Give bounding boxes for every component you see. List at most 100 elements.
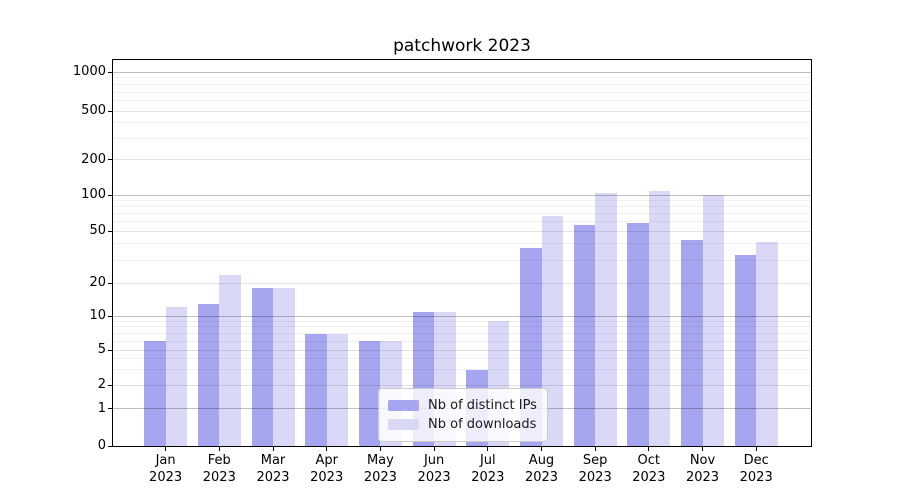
bar-downloads-jan bbox=[165, 307, 188, 446]
bar-distinct-ips-dec bbox=[734, 254, 757, 446]
gridline-50 bbox=[113, 230, 811, 232]
x-tick-label-aug: Aug 2023 bbox=[524, 453, 559, 485]
bar-distinct-ips-sep bbox=[573, 225, 596, 446]
bar-downloads-sep bbox=[595, 192, 617, 446]
legend-item-distinct-ips: Nb of distinct IPs bbox=[388, 396, 538, 415]
y-tick-2 bbox=[108, 384, 112, 386]
gridline-70 bbox=[113, 213, 811, 214]
x-tick-aug bbox=[541, 447, 542, 451]
chart-title: patchwork 2023 bbox=[393, 36, 531, 56]
x-tick-label-may: May 2023 bbox=[363, 453, 397, 485]
plot-area: Nb of distinct IPs Nb of downloads bbox=[112, 59, 812, 447]
y-tick-label-100: 100 bbox=[81, 187, 106, 202]
gridline-600 bbox=[113, 100, 811, 102]
y-tick-20 bbox=[108, 282, 112, 284]
gridline-2 bbox=[113, 384, 811, 386]
legend: Nb of distinct IPs Nb of downloads bbox=[378, 388, 548, 442]
gridline-80 bbox=[113, 206, 811, 208]
gridline-1000 bbox=[113, 71, 811, 73]
gridline-10 bbox=[113, 315, 811, 317]
x-tick-label-jul: Jul 2023 bbox=[471, 453, 505, 485]
x-tick-label-jan: Jan 2023 bbox=[149, 453, 183, 485]
legend-label-downloads: Nb of downloads bbox=[428, 417, 537, 432]
bar-distinct-ips-nov bbox=[681, 239, 703, 446]
y-tick-10 bbox=[108, 315, 112, 317]
gridline-700 bbox=[113, 91, 811, 93]
x-tick-mar bbox=[272, 447, 274, 451]
legend-label-distinct-ips: Nb of distinct IPs bbox=[428, 398, 537, 413]
bar-downloads-mar bbox=[273, 288, 295, 446]
gridline-100 bbox=[113, 194, 811, 196]
y-tick-label-200: 200 bbox=[81, 151, 106, 167]
y-tick-100 bbox=[108, 194, 112, 196]
y-tick-label-50: 50 bbox=[89, 223, 106, 238]
gridline-900 bbox=[113, 77, 811, 79]
bar-distinct-ips-feb bbox=[197, 303, 220, 446]
x-tick-oct bbox=[648, 447, 650, 451]
bar-downloads-apr bbox=[326, 333, 349, 446]
gridline-400 bbox=[113, 122, 811, 124]
gridline-7 bbox=[113, 333, 811, 334]
bar-distinct-ips-oct bbox=[627, 223, 649, 446]
y-tick-200 bbox=[108, 159, 112, 160]
x-tick-jan bbox=[165, 447, 167, 451]
y-tick-0 bbox=[108, 445, 112, 447]
gridline-9 bbox=[113, 320, 811, 322]
x-tick-sep bbox=[594, 447, 596, 451]
gridline-5 bbox=[113, 349, 811, 351]
legend-swatch-downloads bbox=[388, 419, 419, 430]
gridline-40 bbox=[113, 243, 811, 245]
y-tick-500 bbox=[108, 110, 112, 112]
gridline-500 bbox=[113, 110, 811, 112]
y-tick-label-20: 20 bbox=[89, 275, 106, 290]
gridline-90 bbox=[113, 200, 811, 201]
gridline-60 bbox=[113, 221, 811, 222]
y-tick-1000 bbox=[108, 71, 112, 73]
gridline-4 bbox=[113, 358, 811, 359]
gridline-3 bbox=[113, 369, 811, 370]
bar-downloads-feb bbox=[219, 275, 241, 446]
y-tick-5 bbox=[108, 349, 112, 351]
y-tick-50 bbox=[108, 230, 112, 232]
bar-distinct-ips-jan bbox=[144, 341, 166, 446]
y-tick-1 bbox=[108, 408, 112, 409]
x-tick-label-nov: Nov 2023 bbox=[685, 453, 720, 485]
y-tick-label-5: 5 bbox=[97, 342, 106, 357]
x-tick-nov bbox=[702, 447, 703, 451]
gridline-800 bbox=[113, 84, 811, 86]
x-tick-label-dec: Dec 2023 bbox=[739, 453, 773, 485]
gridline-200 bbox=[113, 159, 811, 160]
x-tick-apr bbox=[326, 447, 328, 451]
bar-distinct-ips-may bbox=[358, 341, 381, 446]
y-tick-label-10: 10 bbox=[89, 308, 106, 323]
x-tick-dec bbox=[755, 447, 757, 451]
gridline-300 bbox=[113, 137, 811, 139]
y-tick-label-1: 1 bbox=[97, 400, 106, 416]
x-tick-label-mar: Mar 2023 bbox=[256, 453, 290, 485]
y-tick-label-0: 0 bbox=[97, 438, 106, 453]
y-tick-label-2: 2 bbox=[97, 377, 106, 392]
bar-downloads-dec bbox=[756, 242, 778, 446]
x-tick-label-oct: Oct 2023 bbox=[632, 453, 666, 485]
gridline-6 bbox=[113, 340, 811, 342]
gridline-8 bbox=[113, 326, 811, 328]
legend-swatch-distinct-ips bbox=[388, 400, 419, 411]
x-tick-label-sep: Sep 2023 bbox=[578, 453, 612, 485]
gridline-30 bbox=[113, 259, 811, 261]
bar-distinct-ips-mar bbox=[251, 288, 273, 446]
y-tick-label-1000: 1000 bbox=[72, 64, 106, 79]
legend-item-downloads: Nb of downloads bbox=[388, 415, 538, 434]
bar-distinct-ips-apr bbox=[305, 333, 327, 446]
x-tick-jun bbox=[433, 447, 435, 451]
bar-downloads-nov bbox=[702, 195, 724, 446]
x-tick-feb bbox=[218, 447, 220, 451]
x-tick-may bbox=[379, 447, 381, 451]
bar-downloads-oct bbox=[648, 191, 671, 446]
x-tick-label-feb: Feb 2023 bbox=[202, 453, 236, 485]
gridline-20 bbox=[113, 282, 811, 284]
x-tick-jul bbox=[487, 447, 489, 451]
x-tick-label-apr: Apr 2023 bbox=[310, 453, 344, 485]
x-tick-label-jun: Jun 2023 bbox=[417, 453, 451, 485]
y-tick-label-500: 500 bbox=[81, 103, 106, 118]
